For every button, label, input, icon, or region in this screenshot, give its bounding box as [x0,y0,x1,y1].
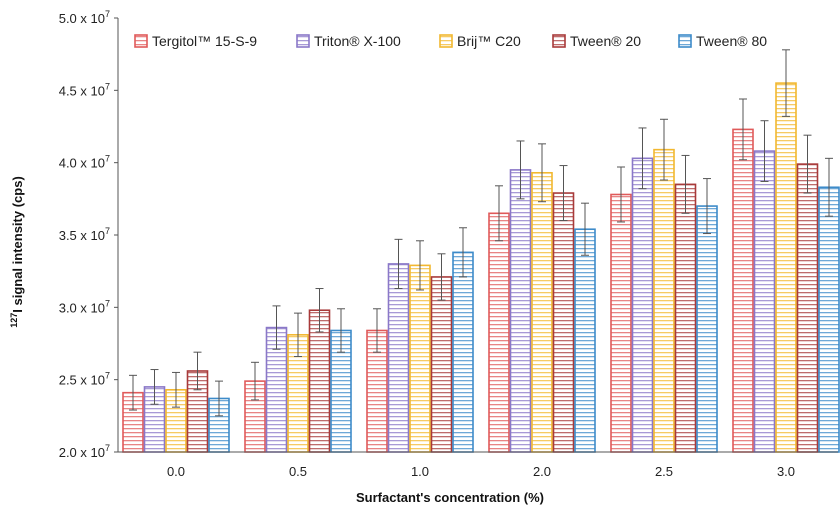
y-axis-title-main: I signal intensity (cps) [10,176,25,313]
bar [696,205,718,453]
bar [796,163,819,453]
y-tick-label: 2.5 x 107 [59,371,110,388]
legend-label: Brij™ C20 [457,33,521,49]
y-tick-mantissa: 2.5 x 10 [59,373,105,388]
legend-swatch [296,34,310,48]
legend-swatch [552,34,566,48]
y-tick-mantissa: 4.5 x 10 [59,83,105,98]
y-tick-exponent: 7 [105,371,110,381]
error-bars-layer [129,49,833,417]
x-tick-label: 0.5 [289,464,307,479]
bar [631,157,654,453]
x-tick-label: 1.0 [411,464,429,479]
legend-swatch [134,34,148,48]
bar [430,276,453,453]
legend-swatch [678,34,692,48]
x-axis-title: Surfactant's concentration (%) [356,490,544,505]
y-tick-label: 3.5 x 107 [59,226,110,243]
bar [818,186,840,453]
bar [409,264,431,453]
legend: Tergitol™ 15-S-9 Triton® X-100 Brij™ C20 Tw… [134,33,767,49]
y-tick-mantissa: 2.0 x 10 [59,445,105,460]
bars-layer [122,82,840,453]
y-tick-exponent: 7 [105,81,110,91]
y-tick-mantissa: 5.0 x 10 [59,11,105,26]
y-tick-label: 2.0 x 107 [59,443,110,460]
y-tick-exponent: 7 [105,154,110,164]
bar [552,192,575,453]
y-tick-mantissa: 4.0 x 10 [59,156,105,171]
y-tick-label: 3.0 x 107 [59,298,110,315]
bar [452,251,474,453]
y-tick-exponent: 7 [105,298,110,308]
y-tick-label: 4.5 x 107 [59,81,110,98]
bar [610,193,632,453]
bar [775,82,797,453]
y-tick-label: 4.0 x 107 [59,154,110,171]
y-tick-exponent: 7 [105,226,110,236]
y-tick-mantissa: 3.0 x 10 [59,300,105,315]
x-tick-label: 0.0 [167,464,185,479]
y-tick-exponent: 7 [105,9,110,19]
y-tick-mantissa: 3.5 x 10 [59,228,105,243]
bar [753,150,776,453]
bar [531,171,553,453]
bar [653,148,675,453]
legend-label: Tween® 80 [696,33,767,49]
bar [574,228,596,453]
x-tick-label: 3.0 [777,464,795,479]
y-axis-title: 127I signal intensity (cps) [9,176,25,328]
legend-swatch [439,34,453,48]
y-tick-exponent: 7 [105,443,110,453]
legend-label: Tergitol™ 15-S-9 [152,33,257,49]
bar [732,128,754,453]
y-axis-title-superscript: 127 [9,313,19,328]
x-tick-label: 2.5 [655,464,673,479]
bar [488,212,510,453]
bar [387,263,410,453]
bar [509,169,532,453]
bar [674,183,697,453]
legend-label: Triton® X-100 [314,33,401,49]
y-tick-label: 5.0 x 107 [59,9,110,26]
legend-label: Tween® 20 [570,33,641,49]
x-tick-label: 2.0 [533,464,551,479]
